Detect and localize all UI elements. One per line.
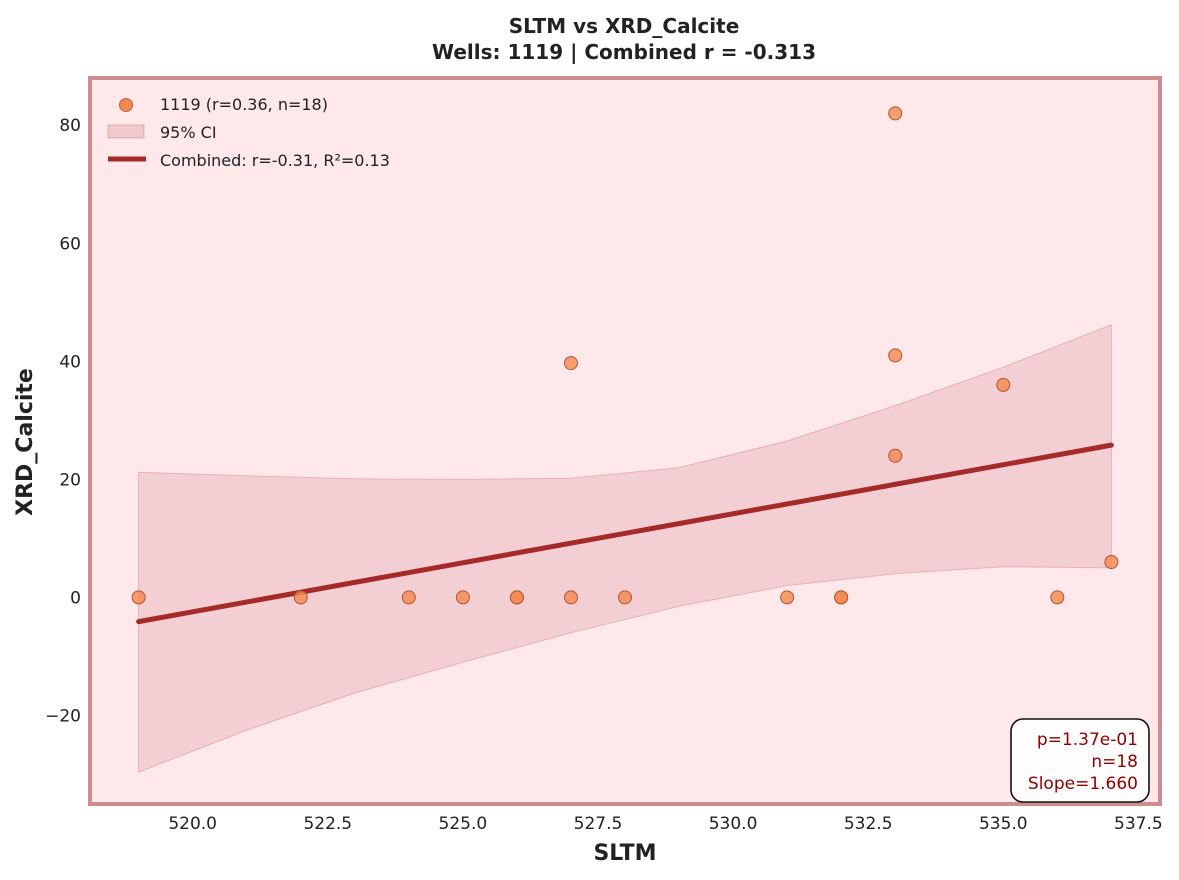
y-ticks: −20 0 20 40 60 80 — [45, 116, 81, 726]
legend-label-line: Combined: r=-0.31, R²=0.13 — [160, 151, 390, 170]
y-tick-label: 40 — [59, 352, 81, 372]
x-tick-label: 537.5 — [1114, 814, 1163, 834]
data-point-17 — [1104, 555, 1119, 569]
data-point-2 — [401, 590, 416, 605]
y-tick-label: 20 — [59, 470, 81, 490]
chart-title: SLTM vs XRD_Calcite — [509, 14, 740, 38]
data-point-8 — [618, 590, 632, 605]
x-tick-label: 520.0 — [168, 814, 217, 834]
x-ticks: 520.0 522.5 525.0 527.5 530.0 532.5 535.0 537.5 — [168, 814, 1162, 834]
legend: 1119 (r=0.36, n=18) 95% CI Combined: r=-… — [107, 95, 390, 170]
plot-background — [90, 78, 1160, 804]
stats-box: p=1.37e-01 n=18 Slope=1.660 — [1010, 718, 1150, 803]
x-axis-label: SLTM — [593, 841, 656, 866]
data-point-12 — [888, 106, 903, 121]
stats-p-value: p=1.37e-01 — [1037, 730, 1138, 750]
data-point-5 — [509, 590, 524, 605]
data-point-1 — [293, 590, 308, 605]
data-point-9 — [780, 590, 795, 605]
plot-area — [131, 106, 1119, 773]
legend-marker-band — [107, 124, 145, 139]
data-point-6 — [563, 590, 578, 605]
data-point-13 — [888, 348, 903, 363]
x-tick-label: 530.0 — [709, 814, 758, 834]
data-point-3 — [455, 590, 470, 605]
data-point-15 — [996, 377, 1011, 392]
y-tick-label: −20 — [45, 706, 81, 726]
y-tick-label: 0 — [70, 588, 81, 608]
stats-n: n=18 — [1091, 752, 1138, 772]
legend-marker-scatter — [119, 98, 133, 112]
y-axis-label: XRD_Calcite — [13, 368, 38, 516]
data-point-16 — [1050, 590, 1065, 605]
data-point-14 — [888, 448, 903, 463]
x-tick-label: 522.5 — [303, 814, 352, 834]
stats-box-frame — [1010, 718, 1150, 803]
x-tick-label: 527.5 — [574, 814, 623, 834]
y-tick-label: 60 — [59, 234, 81, 254]
data-point-7 — [563, 356, 578, 371]
plot-border — [88, 76, 1162, 806]
legend-label-band: 95% CI — [160, 123, 217, 142]
data-point-0 — [131, 590, 146, 605]
x-tick-label: 535.0 — [979, 814, 1028, 834]
x-tick-label: 532.5 — [844, 814, 893, 834]
x-tick-label: 525.0 — [439, 814, 488, 834]
y-tick-label: 80 — [59, 116, 81, 136]
chart-subtitle: Wells: 1119 | Combined r = -0.313 — [432, 40, 816, 64]
legend-label-scatter: 1119 (r=0.36, n=18) — [160, 95, 328, 114]
stats-slope: Slope=1.660 — [1028, 774, 1138, 794]
data-point-11 — [834, 590, 849, 605]
